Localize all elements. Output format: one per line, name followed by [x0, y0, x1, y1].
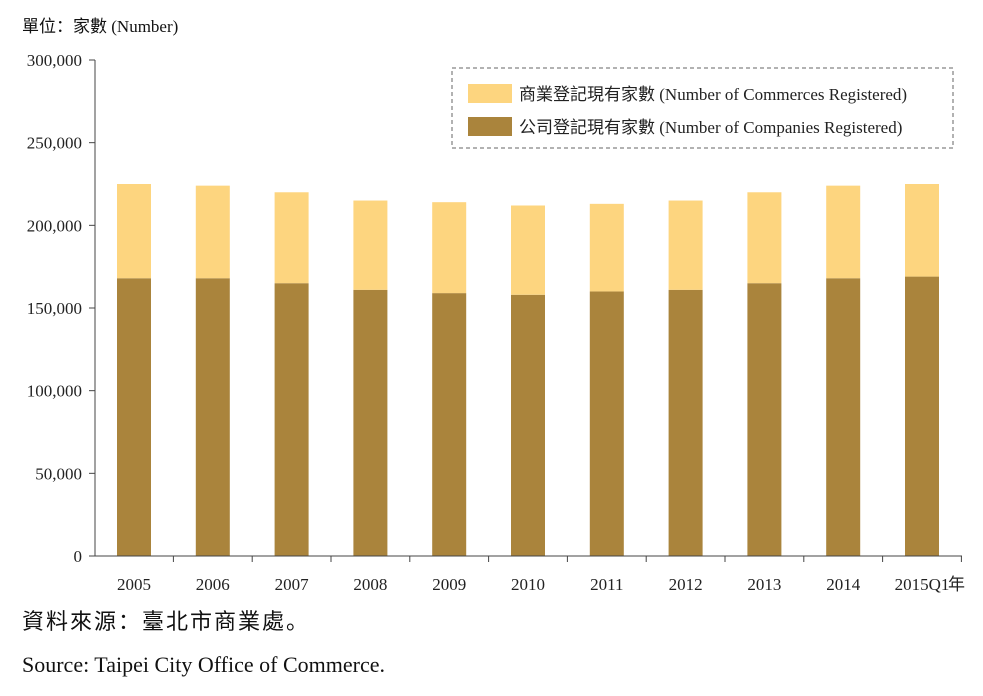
bar-companies-2011: [589, 291, 624, 556]
bar-commerces-2010: [511, 205, 545, 295]
legend-item-commerces: 商業登記現有家數 (Number of Commerces Registered…: [468, 84, 907, 104]
stacked-bar-chart: 0 50,000 100,000 150,000 200,000 250,000 300,0…: [27, 51, 965, 594]
legend-item-companies: 公司登記現有家數 (Number of Companies Registered…: [468, 117, 902, 137]
bar-commerces-2006: [195, 185, 230, 279]
x-axis-suffix: 年: [948, 575, 965, 594]
unit-label: 單位：家數 (Number): [22, 17, 179, 36]
bar-companies-2006: [195, 278, 230, 556]
legend-label: 公司登記現有家數 (Number of Companies Registered…: [519, 118, 902, 137]
bar-commerces-2012: [668, 200, 703, 290]
y-tick-label: 150,000: [27, 299, 82, 318]
y-tick-label: 0: [74, 547, 83, 566]
x-tick-label: 2006: [196, 575, 230, 594]
x-tick-label: 2014: [826, 575, 861, 594]
legend-swatch: [468, 84, 512, 103]
bar-commerces-2008: [353, 200, 388, 290]
bar-commerces-2015Q1: [905, 184, 939, 277]
bars-group: [117, 184, 939, 556]
axes-group: 0 50,000 100,000 150,000 200,000 250,000 300,0…: [27, 51, 965, 594]
bar-commerces-2014: [826, 185, 861, 279]
x-tick-label: 2005: [117, 575, 151, 594]
legend-swatch: [468, 117, 512, 136]
bar-companies-2008: [353, 289, 388, 556]
bar-companies-2012: [668, 289, 703, 556]
bar-commerces-2013: [747, 192, 782, 284]
legend: 商業登記現有家數 (Number of Commerces Registered…: [451, 67, 954, 149]
bar-companies-2015Q1: [905, 276, 939, 556]
y-tick-label: 100,000: [27, 382, 82, 401]
bar-companies-2005: [117, 278, 151, 556]
source-english: Source: Taipei City Office of Commerce.: [22, 652, 385, 677]
x-tick-label: 2012: [669, 575, 703, 594]
x-tick-label: 2013: [747, 575, 781, 594]
x-tick-label: 2009: [432, 575, 466, 594]
source-chinese: 資料來源：臺北市商業處。: [22, 609, 311, 634]
bar-commerces-2009: [432, 202, 467, 294]
x-tick-label: 2010: [511, 575, 545, 594]
y-tick-label: 300,000: [27, 51, 82, 70]
bar-commerces-2005: [117, 184, 151, 279]
y-tick-label: 50,000: [35, 464, 82, 483]
bar-companies-2009: [432, 293, 467, 556]
x-tick-label: 2015Q1: [895, 575, 950, 594]
x-tick-label: 2008: [353, 575, 387, 594]
bar-companies-2013: [747, 283, 782, 556]
bar-commerces-2007: [274, 192, 309, 284]
bar-commerces-2011: [589, 203, 624, 292]
y-tick-label: 200,000: [27, 216, 82, 235]
x-tick-label: 2011: [590, 575, 623, 594]
x-tick-label: 2007: [275, 575, 310, 594]
bar-companies-2010: [511, 294, 545, 556]
y-tick-label: 250,000: [27, 134, 82, 153]
legend-box: [451, 67, 954, 149]
bar-companies-2007: [274, 283, 309, 556]
bar-companies-2014: [826, 278, 861, 556]
legend-label: 商業登記現有家數 (Number of Commerces Registered…: [519, 85, 907, 104]
